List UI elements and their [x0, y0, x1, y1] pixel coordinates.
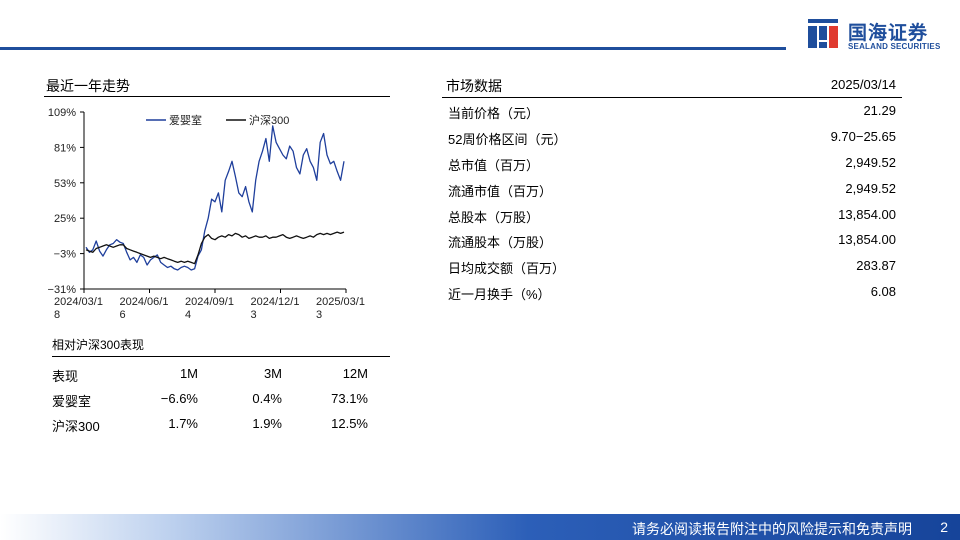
- market-data-table: 市场数据 2025/03/14 当前价格（元） 21.29 52周价格区间（元） 9…: [442, 70, 902, 305]
- market-row-value: 21.29: [863, 103, 896, 118]
- x-tick-label: 2024/03/1: [54, 296, 103, 308]
- x-tick-label: 2024/06/1: [120, 296, 169, 308]
- market-row: 52周价格区间（元） 9.70−25.65: [442, 124, 902, 150]
- cell-3m: 1.9%: [252, 416, 282, 431]
- header-cell: 3M: [263, 366, 282, 381]
- performance-title: 相对沪深300表现: [52, 338, 145, 352]
- cell-12m: 12.5%: [331, 416, 368, 431]
- market-row-value: 283.87: [856, 258, 896, 274]
- market-row-value: 13,854.00: [838, 206, 896, 222]
- y-tick-label: 25%: [54, 213, 76, 225]
- series-lines: [85, 125, 345, 271]
- y-tick-label: −3%: [54, 249, 77, 261]
- y-tick-label: 81%: [54, 142, 76, 154]
- price-chart: 109% 81% 53% 25% −3% −31% 2024/03/18 2024/06/1…: [48, 107, 365, 321]
- x-tick-label: 2024/09/1: [185, 296, 234, 308]
- x-tick-label: 2024/12/1: [251, 296, 300, 308]
- x-tick-label-cont: 3: [251, 309, 257, 321]
- market-row-label: 52周价格区间（元）: [448, 131, 567, 147]
- market-row: 流通股本（万股） 13,854.00: [442, 227, 902, 253]
- cell-12m: 73.1%: [331, 391, 368, 406]
- market-row: 日均成交额（百万） 283.87: [442, 253, 902, 279]
- market-data-date: 2025/03/14: [830, 77, 896, 92]
- cell-1m: −6.6%: [160, 391, 198, 406]
- header-cell: 12M: [342, 366, 368, 381]
- market-data-header: 市场数据 2025/03/14: [442, 70, 902, 97]
- x-tick-label-cont: 8: [54, 309, 60, 321]
- y-axis: 109% 81% 53% 25% −3% −31%: [48, 107, 85, 296]
- y-tick-label: −31%: [48, 284, 77, 296]
- row-label: 爱婴室: [52, 394, 92, 409]
- row-label: 沪深300: [52, 419, 100, 434]
- x-axis: 2024/03/182024/06/162024/09/142024/12/13…: [54, 288, 365, 321]
- legend-label: 沪深300: [249, 113, 289, 127]
- header-cell: 表现: [52, 369, 79, 384]
- performance-row: 沪深300 1.7% 1.9% 12.5%: [52, 411, 390, 436]
- market-row: 近一月换手（%） 6.08: [442, 279, 902, 305]
- brand-logo: 国海证券 SEALAND SECURITIES: [806, 16, 946, 56]
- page-number: 2: [940, 519, 948, 535]
- market-row-label: 总股本（万股）: [448, 209, 540, 225]
- market-row-label: 流通股本（万股）: [448, 235, 553, 251]
- relative-performance: 相对沪深300表现 表现 1M 3M 12M 爱婴室 −6.6% 0.4% 73…: [52, 336, 390, 436]
- market-row-value: 6.08: [870, 284, 896, 300]
- x-tick-label: 2025/03/1: [316, 296, 365, 308]
- market-row: 流通市值（百万） 2,949.52: [442, 176, 902, 202]
- series-line-1: [85, 231, 345, 265]
- performance-row: 爱婴室 −6.6% 0.4% 73.1%: [52, 386, 390, 411]
- performance-header-row: 表现 1M 3M 12M: [52, 361, 390, 386]
- x-tick-label-cont: 4: [185, 309, 191, 321]
- footer-disclaimer: 请务必阅读报告附注中的风险提示和免责声明: [632, 521, 912, 537]
- brand-name-cn: 国海证券: [848, 23, 929, 44]
- y-tick-label: 53%: [54, 178, 76, 190]
- cell-3m: 0.4%: [252, 391, 282, 406]
- market-data-rule: [442, 97, 902, 98]
- market-row-label: 当前价格（元）: [448, 106, 540, 121]
- sealand-logo-icon: [808, 19, 838, 48]
- market-row: 总股本（万股） 13,854.00: [442, 202, 902, 228]
- market-row-label: 总市值（百万）: [448, 157, 540, 173]
- footer-bar: 请务必阅读报告附注中的风险提示和免责声明 2: [0, 514, 960, 540]
- market-row-value: 2,949.52: [845, 154, 896, 170]
- market-row: 总市值（百万） 2,949.52: [442, 150, 902, 176]
- chart-legend: 爱婴室 沪深300: [146, 113, 289, 127]
- market-row-value: 9.70−25.65: [830, 128, 896, 144]
- market-row-label: 近一月换手（%）: [448, 287, 551, 303]
- cell-1m: 1.7%: [168, 416, 198, 431]
- brand-name-en: SEALAND SECURITIES: [848, 42, 941, 51]
- market-row-label: 日均成交额（百万）: [448, 261, 566, 277]
- market-row-value: 13,854.00: [838, 232, 896, 248]
- legend-label: 爱婴室: [169, 113, 202, 127]
- market-data-title: 市场数据: [446, 78, 502, 94]
- x-tick-label-cont: 6: [120, 309, 126, 321]
- chart-section-rule: [44, 96, 390, 97]
- header-rule: [0, 47, 786, 50]
- market-row: 当前价格（元） 21.29: [442, 98, 902, 124]
- y-tick-label: 109%: [48, 107, 76, 119]
- market-row-label: 流通市值（百万）: [448, 183, 553, 199]
- performance-top-rule: [52, 356, 390, 357]
- x-tick-label-cont: 3: [316, 309, 322, 321]
- market-row-value: 2,949.52: [845, 180, 896, 196]
- chart-section-title: 最近一年走势: [46, 78, 130, 94]
- header-cell: 1M: [179, 366, 198, 381]
- series-line-0: [85, 125, 345, 271]
